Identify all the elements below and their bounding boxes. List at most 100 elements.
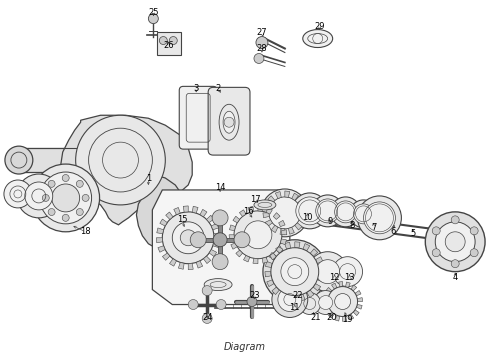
Polygon shape xyxy=(213,242,220,248)
Circle shape xyxy=(312,195,343,227)
Circle shape xyxy=(82,194,89,201)
Polygon shape xyxy=(158,246,165,252)
Circle shape xyxy=(292,193,328,229)
Circle shape xyxy=(244,221,272,249)
Polygon shape xyxy=(248,206,254,212)
Circle shape xyxy=(247,297,257,306)
FancyBboxPatch shape xyxy=(179,86,217,149)
Circle shape xyxy=(354,204,373,224)
Text: 22: 22 xyxy=(293,291,303,300)
Polygon shape xyxy=(162,253,170,260)
Polygon shape xyxy=(136,175,186,248)
Polygon shape xyxy=(264,203,270,209)
Circle shape xyxy=(349,200,377,228)
Text: 14: 14 xyxy=(215,184,225,193)
Circle shape xyxy=(169,37,177,45)
Text: 15: 15 xyxy=(177,215,188,224)
Polygon shape xyxy=(351,285,357,291)
Polygon shape xyxy=(236,250,243,257)
Circle shape xyxy=(432,227,440,235)
Polygon shape xyxy=(170,259,176,266)
Text: 11: 11 xyxy=(290,303,300,312)
Polygon shape xyxy=(355,291,361,296)
Polygon shape xyxy=(295,242,300,248)
Circle shape xyxy=(188,300,198,310)
Polygon shape xyxy=(297,199,305,206)
Polygon shape xyxy=(313,284,320,291)
Circle shape xyxy=(25,182,53,210)
Circle shape xyxy=(32,164,99,232)
Text: 5: 5 xyxy=(411,229,416,238)
Polygon shape xyxy=(357,298,363,302)
Polygon shape xyxy=(281,230,287,235)
Polygon shape xyxy=(279,220,285,226)
Polygon shape xyxy=(269,252,276,260)
Polygon shape xyxy=(339,282,343,287)
Circle shape xyxy=(435,222,475,262)
Polygon shape xyxy=(266,261,272,267)
Polygon shape xyxy=(214,233,220,238)
Text: 12: 12 xyxy=(329,273,340,282)
Text: 9: 9 xyxy=(327,217,332,226)
Polygon shape xyxy=(203,256,211,264)
Polygon shape xyxy=(206,215,214,222)
Circle shape xyxy=(172,222,204,254)
Polygon shape xyxy=(196,261,203,268)
Polygon shape xyxy=(188,264,193,270)
Polygon shape xyxy=(307,290,314,297)
Circle shape xyxy=(335,293,350,310)
Text: 3: 3 xyxy=(194,84,199,93)
Circle shape xyxy=(202,314,212,323)
Circle shape xyxy=(331,197,361,227)
Circle shape xyxy=(364,202,395,234)
Polygon shape xyxy=(266,208,272,214)
Polygon shape xyxy=(233,216,240,223)
Circle shape xyxy=(190,232,206,248)
Circle shape xyxy=(162,212,214,264)
Circle shape xyxy=(76,180,83,187)
Circle shape xyxy=(316,199,340,223)
Polygon shape xyxy=(262,257,268,263)
Polygon shape xyxy=(229,225,236,231)
Circle shape xyxy=(308,252,347,292)
Circle shape xyxy=(52,184,80,212)
Ellipse shape xyxy=(303,30,333,48)
Circle shape xyxy=(470,227,478,235)
Text: 20: 20 xyxy=(326,313,337,322)
Circle shape xyxy=(180,230,196,246)
Circle shape xyxy=(432,249,440,257)
Polygon shape xyxy=(289,227,294,234)
Polygon shape xyxy=(265,272,271,277)
Circle shape xyxy=(212,210,228,226)
Polygon shape xyxy=(318,266,325,272)
Circle shape xyxy=(425,212,485,272)
Circle shape xyxy=(470,249,478,257)
Polygon shape xyxy=(290,295,295,302)
Circle shape xyxy=(272,282,308,318)
Polygon shape xyxy=(280,228,285,235)
Polygon shape xyxy=(244,256,250,262)
Polygon shape xyxy=(211,223,219,230)
Text: 13: 13 xyxy=(344,273,355,282)
Polygon shape xyxy=(328,312,334,318)
Polygon shape xyxy=(275,246,283,253)
Polygon shape xyxy=(253,258,258,264)
Polygon shape xyxy=(174,207,180,215)
Circle shape xyxy=(76,208,83,216)
Circle shape xyxy=(40,172,92,224)
Circle shape xyxy=(256,37,268,49)
Circle shape xyxy=(234,232,250,248)
Polygon shape xyxy=(229,235,234,240)
Polygon shape xyxy=(356,305,362,309)
Circle shape xyxy=(48,208,55,216)
Ellipse shape xyxy=(254,200,276,210)
Circle shape xyxy=(224,117,234,127)
Polygon shape xyxy=(61,115,192,225)
Circle shape xyxy=(75,115,165,205)
FancyBboxPatch shape xyxy=(208,87,250,155)
Polygon shape xyxy=(299,216,306,222)
Circle shape xyxy=(48,180,55,187)
Polygon shape xyxy=(353,310,359,316)
Polygon shape xyxy=(160,219,167,226)
Polygon shape xyxy=(332,283,337,289)
